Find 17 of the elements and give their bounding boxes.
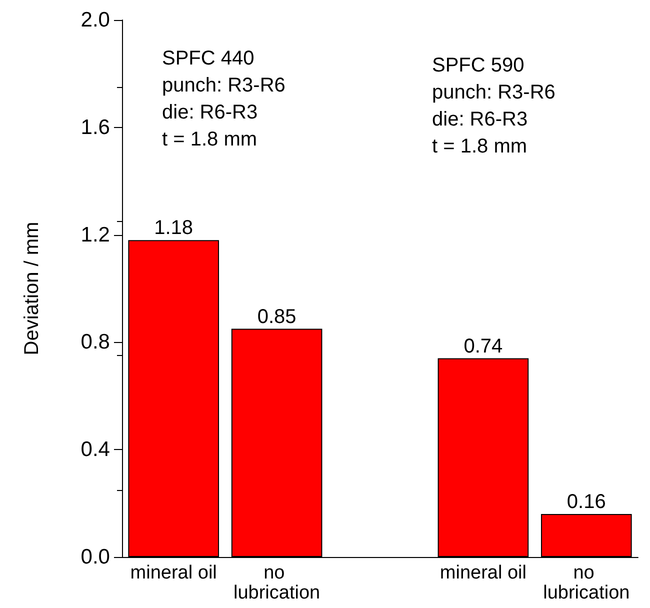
y-tick-label: 2.0 [80, 8, 110, 32]
x-tick-label: mineral oil [440, 562, 526, 584]
x-tick-label: mineral oil [130, 562, 217, 584]
data-label: 0.74 [464, 335, 503, 358]
y-tick-label: 0.0 [80, 546, 110, 568]
data-label: 0.16 [566, 491, 606, 514]
data-label: 0.85 [257, 306, 296, 328]
y-axis-title: Deviation / mm [21, 222, 43, 356]
data-label: 1.18 [154, 217, 194, 240]
annotation: SPFC 590 punch: R3-R6 die: R6-R3 t = 1.8 mm [432, 54, 556, 158]
y-tick-label: 1.6 [80, 116, 110, 139]
y-tick-label: 1.2 [80, 223, 110, 246]
x-tick-label: no lubrication [233, 562, 320, 604]
y-tick-label: 0.4 [80, 438, 110, 462]
annotation: SPFC 440 punch: R3-R6 die: R6-R3 t = 1.8 mm [162, 48, 286, 150]
x-tick-label: no lubrication [543, 562, 630, 604]
y-tick-label: 0.8 [80, 330, 110, 354]
